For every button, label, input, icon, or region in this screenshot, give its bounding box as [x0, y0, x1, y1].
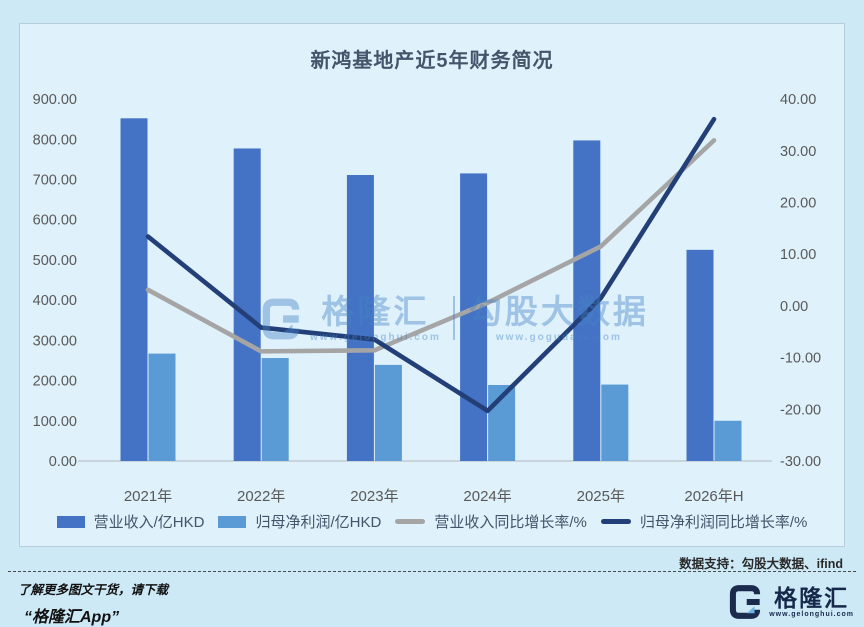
right-axis-tick-label: -30.00	[780, 454, 821, 470]
chart-panel: 900.00 800.00 700.00 600.00 500.00 400.00 300.…	[19, 23, 845, 547]
x-axis-label: 2022年	[237, 488, 285, 505]
x-axis-label: 2024年	[463, 488, 511, 505]
bar	[601, 384, 629, 461]
left-axis-tick-label: 700.00	[33, 173, 77, 189]
chart-legend: 营业收入/亿HKD 归母净利润/亿HKD 营业收入同比增长率/% 归母净利润同比…	[20, 511, 844, 532]
left-axis-tick-label: 600.00	[33, 213, 77, 229]
left-axis-tick-label: 500.00	[33, 253, 77, 269]
chart-plot-area: 900.00 800.00 700.00 600.00 500.00 400.00 300.…	[33, 92, 821, 505]
legend-swatch-revenue-growth	[395, 519, 426, 524]
x-axis-label: 2025年	[577, 488, 625, 505]
footer-promo-line2: “格隆汇App”	[24, 609, 120, 626]
bar	[233, 148, 261, 461]
footer-promo-line1: 了解更多图文干货，请下载	[18, 583, 169, 597]
gelonghui-logo-text: 格隆汇	[774, 585, 850, 611]
left-axis-tick-label: 0.00	[49, 454, 77, 470]
bar	[120, 118, 148, 461]
right-axis-tick-label: 10.00	[780, 247, 816, 263]
right-axis-tick-label: -20.00	[780, 402, 821, 418]
left-axis-tick-label: 100.00	[33, 414, 77, 430]
legend-item-revenue-growth: 营业收入同比增长率/%	[395, 511, 587, 532]
left-axis-tick-label: 200.00	[33, 374, 77, 390]
bar	[346, 175, 374, 461]
line-series	[145, 116, 717, 414]
right-axis-tick-label: 20.00	[780, 196, 816, 212]
bar	[714, 420, 742, 461]
right-axis-tick-label: -10.00	[780, 351, 821, 367]
right-axis-tick-label: 0.00	[780, 299, 808, 315]
right-axis-tick-label: 30.00	[780, 144, 816, 160]
bar	[261, 358, 289, 461]
x-axis-label: 2026年H	[684, 488, 743, 505]
left-axis-tick-label: 400.00	[33, 293, 77, 309]
left-axis-tick-label: 900.00	[33, 92, 77, 108]
legend-label-revenue-growth: 营业收入同比增长率/%	[434, 514, 587, 531]
legend-swatch-revenue	[56, 515, 85, 528]
legend-swatch-net-profit-growth	[600, 519, 631, 524]
gelonghui-logo-g-icon	[730, 585, 761, 619]
gelonghui-logo: 格隆汇 www.gelonghui.com	[726, 583, 854, 621]
legend-swatch-net-profit	[218, 515, 247, 528]
chart-title: 新鸿基地产近5年财务简况	[310, 50, 554, 72]
bar	[374, 364, 402, 461]
bar	[686, 249, 714, 461]
right-axis-tick-label: 40.00	[780, 92, 816, 108]
legend-item-revenue: 营业收入/亿HKD	[56, 511, 205, 532]
bar	[460, 173, 488, 461]
gelonghui-logo-url: www.gelonghui.com	[769, 611, 854, 618]
left-axis-tick-label: 800.00	[33, 132, 77, 148]
legend-label-revenue: 营业收入/亿HKD	[93, 514, 205, 531]
data-support-note: 数据支持：勾股大数据、ifind	[679, 557, 843, 571]
footer-promo: 了解更多图文干货，请下载 “格隆汇App”	[18, 579, 168, 627]
line-series	[145, 138, 717, 354]
legend-label-net-profit-growth: 归母净利润同比增长率/%	[639, 514, 808, 531]
gelonghui-logo-text-block: 格隆汇 www.gelonghui.com	[769, 586, 854, 618]
x-axis-label: 2021年	[124, 488, 172, 505]
legend-label-net-profit: 归母净利润/亿HKD	[255, 514, 382, 531]
x-axis-label: 2023年	[350, 488, 398, 505]
bar	[148, 353, 176, 461]
left-axis-tick-label: 300.00	[33, 333, 77, 349]
legend-item-net-profit-growth: 归母净利润同比增长率/%	[600, 511, 808, 532]
dashed-divider	[8, 571, 856, 572]
legend-item-net-profit: 归母净利润/亿HKD	[218, 511, 381, 532]
